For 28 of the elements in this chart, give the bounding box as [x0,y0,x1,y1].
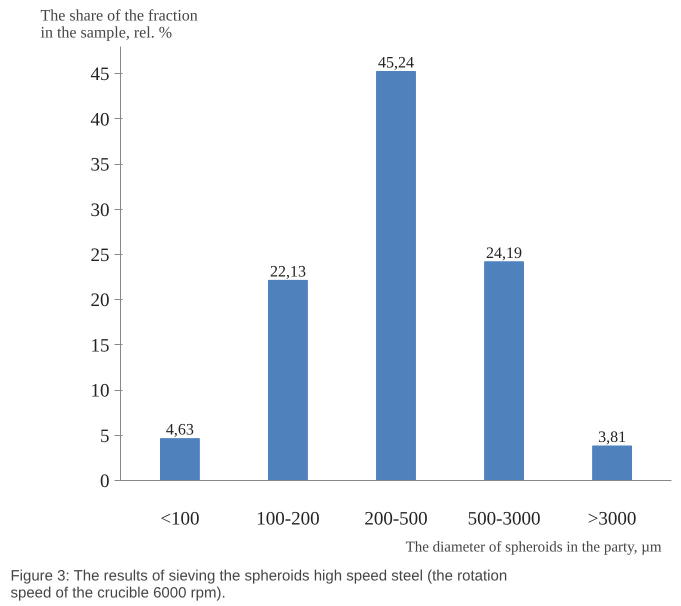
bar [484,261,524,480]
y-tick-label: 0 [100,471,110,492]
bar [592,446,632,480]
x-tick-label: >3000 [588,508,636,530]
y-tick-label: 45 [90,64,110,86]
x-tick-label: 500-3000 [468,508,540,530]
y-tick-label: 35 [90,154,110,176]
caption: Figure 3: The results of sieving the spheroids high speed steel (the rotation speed of the crucible 6000 rpm). [10,568,508,602]
data-label: 24,19 [486,244,522,262]
x-axis-title: The diameter of spheroids in the party, µm [406,540,662,556]
y-tick-label: 10 [90,380,110,402]
bar [268,280,308,480]
bar [376,70,416,480]
y-tick-label: 30 [90,200,110,221]
data-label: 22,13 [270,263,306,280]
data-label: 3,81 [598,429,626,446]
bar [160,438,200,480]
x-tick-label: 200-500 [364,508,428,530]
y-tick-label: 25 [90,244,110,266]
data-label: 4,63 [166,422,194,439]
x-tick-label: <100 [160,508,200,530]
y-tick-label: 5 [100,426,110,447]
y-tick-label: 20 [90,290,110,312]
x-tick-label: 100-200 [256,508,320,530]
y-tick-label: 15 [90,335,110,356]
data-label: 45,24 [378,54,414,72]
y-axis-title: The share of the fraction in the sample, rel. % [40,8,198,42]
y-tick-label: 40 [90,109,110,130]
